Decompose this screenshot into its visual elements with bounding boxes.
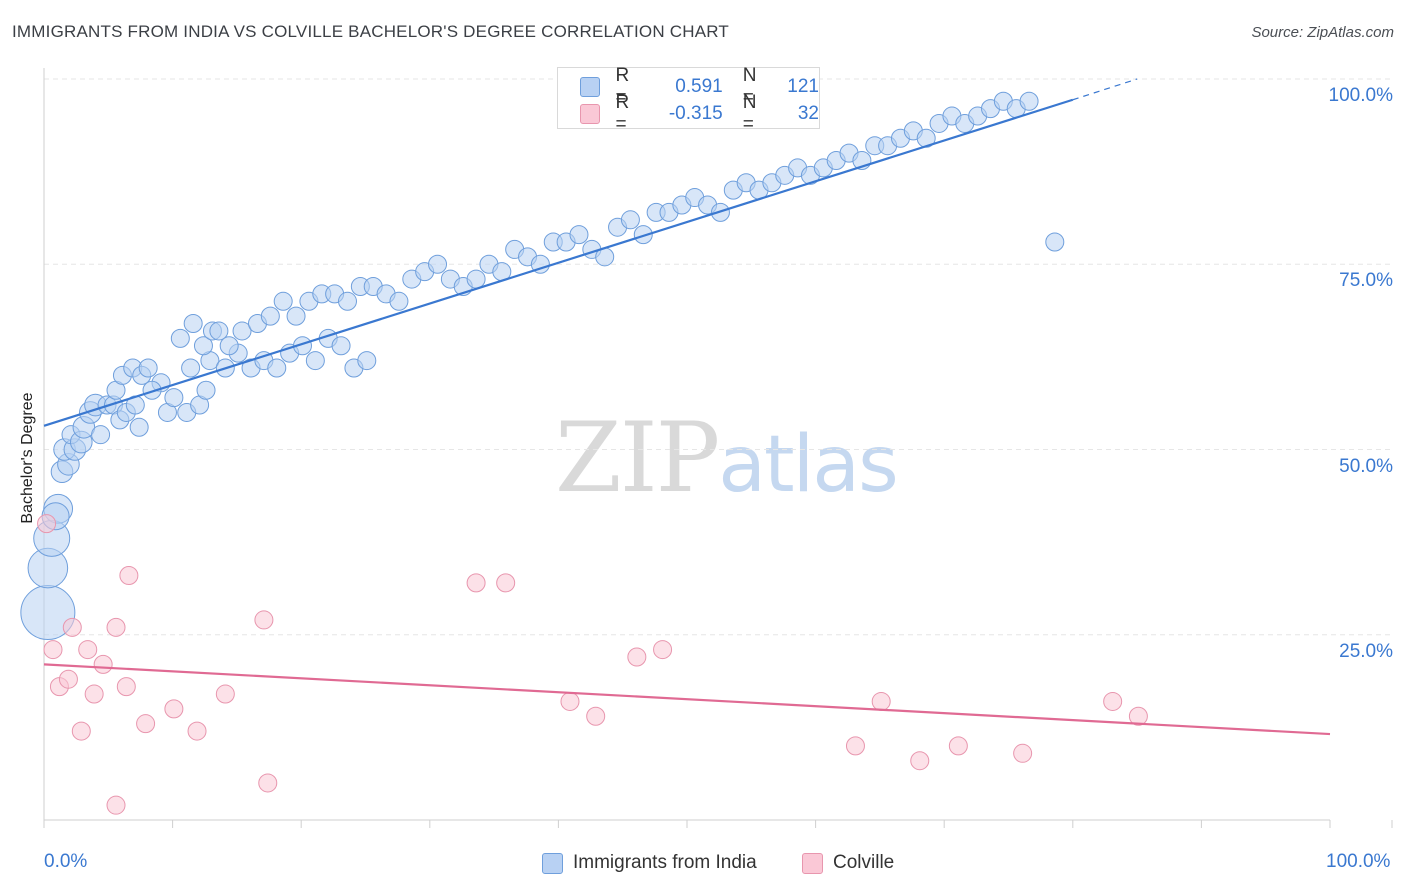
colville-point-27: [910, 751, 930, 771]
colville-point-30: [1103, 691, 1123, 711]
y-tick-label-50: 50.0%: [1339, 455, 1393, 477]
colville-point-19: [466, 573, 486, 593]
colville-point-6: [78, 640, 98, 660]
colville-point-15: [187, 721, 207, 741]
n-label: N =: [742, 65, 757, 108]
legend-row-india: R = 0.591 N = 121: [580, 65, 819, 108]
india-point-65: [389, 291, 409, 311]
series-colville: [37, 514, 1148, 815]
legend-item-india[interactable]: Immigrants from India: [542, 852, 757, 874]
colville-point-4: [62, 617, 82, 637]
india-point-114: [1019, 91, 1039, 111]
colville-point-7: [84, 684, 104, 704]
n-value-india: 121: [787, 76, 819, 97]
india-point-26: [142, 380, 162, 400]
india-point-55: [260, 306, 280, 326]
india-point-33: [181, 358, 201, 378]
india-point-83: [620, 210, 640, 230]
trend-line-india: [43, 98, 1074, 427]
india-point-52: [219, 336, 239, 356]
colville-point-20: [496, 573, 516, 593]
india-point-115: [1045, 232, 1065, 252]
trend-line-colville: [43, 663, 1331, 736]
legend-swatch-india: [580, 77, 600, 97]
colville-point-11: [119, 565, 139, 585]
colville-point-29: [1013, 743, 1033, 763]
colville-point-3: [58, 669, 78, 689]
trend-lines: [43, 78, 1331, 736]
watermark-atlas: atlas: [718, 420, 898, 510]
r-label: R =: [615, 92, 630, 135]
y-tick-label-100: 100.0%: [1328, 85, 1393, 106]
india-point-79: [569, 225, 589, 245]
y-tick-label-25: 25.0%: [1339, 640, 1393, 662]
colville-point-13: [136, 714, 156, 734]
n-value-colville: 32: [797, 103, 819, 124]
colville-point-31: [1128, 706, 1148, 726]
india-point-46: [357, 351, 377, 371]
watermark-zip: ZIP: [555, 402, 720, 514]
india-point-68: [428, 254, 448, 274]
colville-point-10: [116, 677, 136, 697]
india-point-51: [209, 321, 229, 341]
colville-point-5: [71, 721, 91, 741]
colville-point-18: [258, 773, 278, 793]
india-point-84: [633, 225, 653, 245]
colville-point-24: [653, 640, 673, 660]
colville-point-28: [948, 736, 968, 756]
india-point-57: [286, 306, 306, 326]
india-point-32: [196, 380, 216, 400]
colville-point-22: [586, 706, 606, 726]
legend-swatch-india: [542, 852, 563, 874]
y-tick-label-75: 75.0%: [1339, 270, 1393, 292]
legend-swatch-colville: [802, 852, 823, 874]
colville-point-16: [215, 684, 235, 704]
india-point-56: [273, 291, 293, 311]
legend-swatch-colville: [580, 104, 600, 124]
colville-point-12: [106, 795, 126, 815]
legend-stats: R = 0.591 N = 121 R = -0.315 N = 32: [557, 65, 820, 135]
legend-item-colville[interactable]: Colville: [802, 852, 894, 874]
india-point-48: [183, 314, 203, 334]
india-point-39: [267, 358, 287, 378]
india-point-42: [305, 351, 325, 371]
india-point-61: [337, 291, 357, 311]
x-tick-label-100: 100.0%: [1326, 851, 1391, 872]
india-point-47: [170, 328, 190, 348]
r-label: R =: [615, 65, 630, 108]
chart-title: IMMIGRANTS FROM INDIA VS COLVILLE BACHEL…: [12, 22, 730, 41]
colville-point-17: [254, 610, 274, 630]
india-point-12: [91, 425, 111, 445]
watermark: ZIPatlas: [555, 402, 899, 514]
colville-point-9: [106, 617, 126, 637]
legend-row-colville: R = -0.315 N = 32: [580, 92, 819, 135]
india-point-44: [331, 336, 351, 356]
n-label: N =: [742, 92, 757, 135]
source-label: Source: ZipAtlas.com: [1251, 24, 1394, 41]
colville-point-14: [164, 699, 184, 719]
colville-point-21: [560, 691, 580, 711]
colville-point-1: [43, 640, 63, 660]
india-point-53: [232, 321, 252, 341]
india-point-24: [138, 358, 158, 378]
colville-point-8: [93, 654, 113, 674]
colville-point-0: [37, 514, 57, 534]
colville-point-25: [845, 736, 865, 756]
india-point-27: [129, 417, 149, 437]
india-point-71: [466, 269, 486, 289]
axes: [43, 68, 1393, 828]
colville-point-23: [627, 647, 647, 667]
india-point-49: [193, 336, 213, 356]
legend-label-india: Immigrants from India: [573, 852, 757, 873]
india-point-29: [164, 388, 184, 408]
colville-point-26: [871, 691, 891, 711]
x-tick-label-0: 0.0%: [44, 851, 88, 872]
trend-line-india-extension: [1072, 78, 1138, 101]
r-value-colville: -0.315: [668, 103, 723, 124]
r-value-india: 0.591: [675, 76, 723, 97]
legend-label-colville: Colville: [833, 852, 895, 873]
series-immigrants-india: [20, 91, 1065, 641]
